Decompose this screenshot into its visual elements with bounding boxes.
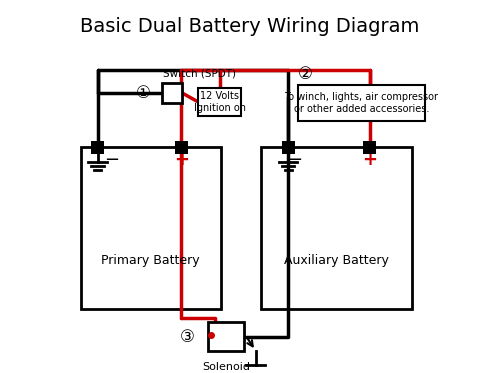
Text: 12 Volts
Ignition on: 12 Volts Ignition on [194,91,246,113]
Text: +: + [362,151,377,169]
Bar [162,83,182,103]
Text: To winch, lights, air compressor
or other added accessories.: To winch, lights, air compressor or othe… [284,92,438,114]
Text: ③: ③ [180,327,195,346]
Bar [282,141,295,154]
Bar [298,85,424,121]
Text: Primary Battery: Primary Battery [102,254,200,267]
Text: −: − [286,151,302,169]
Bar [175,141,188,154]
Bar [81,147,220,309]
Text: Basic Dual Battery Wiring Diagram: Basic Dual Battery Wiring Diagram [80,16,419,35]
Text: ②: ② [298,65,312,82]
Bar [91,141,104,154]
Bar [198,88,241,116]
Bar [363,141,376,154]
Text: Switch (SPDT): Switch (SPDT) [162,68,236,78]
Text: Auxiliary Battery: Auxiliary Battery [284,254,389,267]
Bar [208,322,244,351]
Bar [261,147,412,309]
Text: Solenoid: Solenoid [202,362,250,372]
Text: +: + [174,151,189,169]
Text: ①: ① [136,84,151,102]
Text: −: − [104,151,119,169]
